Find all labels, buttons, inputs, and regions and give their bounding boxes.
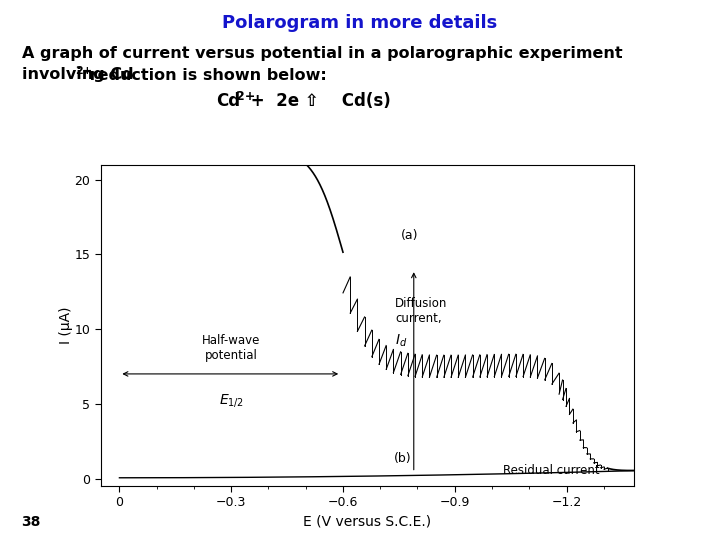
Text: 2+: 2+ [75,66,92,76]
Text: involving Cd: involving Cd [22,68,133,83]
Text: $E_{1/2}$: $E_{1/2}$ [219,392,244,409]
Text: Diffusion
current,: Diffusion current, [395,297,448,325]
Y-axis label: I (μA): I (μA) [59,307,73,344]
Text: (a): (a) [401,230,419,242]
Text: A graph of current versus potential in a polarographic experiment: A graph of current versus potential in a… [22,46,622,61]
Text: Polarogram in more details: Polarogram in more details [222,14,498,31]
Text: reduction is shown below:: reduction is shown below: [84,68,326,83]
X-axis label: E (V versus S.C.E.): E (V versus S.C.E.) [303,515,431,529]
Text: Cd: Cd [216,92,240,110]
Text: Residual current: Residual current [503,464,600,477]
Text: $I_d$: $I_d$ [395,333,408,349]
Text: 2+: 2+ [236,90,256,103]
Text: (b): (b) [394,452,411,465]
Text: +  2e ⇧    Cd(s): + 2e ⇧ Cd(s) [245,92,390,110]
Text: 38: 38 [22,516,41,530]
Text: Half-wave
potential: Half-wave potential [202,334,261,362]
